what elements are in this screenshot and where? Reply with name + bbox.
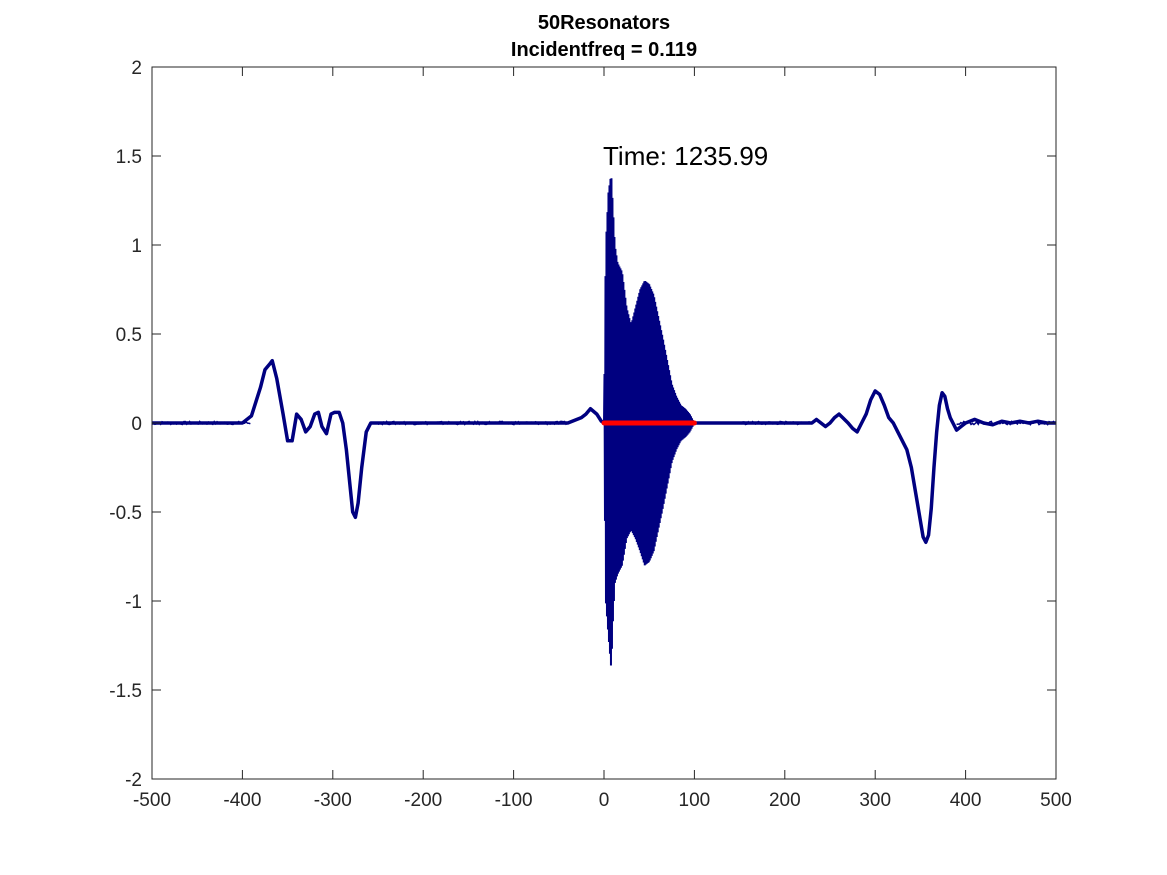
x-tick-label: -500 <box>133 790 171 811</box>
time-annotation: Time: 1235.99 <box>603 141 768 171</box>
y-tick-labels: 2 1.5 1 0.5 0 -0.5 -1 -1.5 -2 <box>109 58 142 791</box>
baseline-noise <box>152 420 251 426</box>
x-tick-label: -100 <box>495 790 533 811</box>
y-tick-label: -0.5 <box>109 503 142 524</box>
x-tick-label: 200 <box>769 790 801 811</box>
y-tick-label: -1.5 <box>109 681 142 702</box>
y-tick-label: 2 <box>131 58 142 79</box>
series-layer <box>152 178 1056 666</box>
baseline-noise <box>739 420 813 426</box>
series-group <box>152 178 1056 666</box>
y-tick-label: 0 <box>131 414 142 435</box>
x-tick-label: -400 <box>223 790 261 811</box>
x-tick-label: -200 <box>404 790 442 811</box>
y-tick-label: 1.5 <box>116 147 142 168</box>
x-tick-label: 300 <box>859 790 891 811</box>
y-tick-label: -2 <box>125 770 142 791</box>
x-tick-label: 100 <box>679 790 711 811</box>
y-tick-label: 1 <box>131 236 142 257</box>
y-tick-label: 0.5 <box>116 325 142 346</box>
baseline-noise <box>956 420 1056 426</box>
axes-layer <box>151 66 1057 780</box>
x-tick-label: -300 <box>314 790 352 811</box>
chart-title: 50Resonators <box>538 12 670 34</box>
baseline-noise <box>377 420 568 426</box>
x-tick-label: 500 <box>1040 790 1072 811</box>
chart-subtitle: Incidentfreq = 0.119 <box>511 39 697 61</box>
x-tick-label: 0 <box>599 790 610 811</box>
series-wave <box>152 358 1056 545</box>
x-tick-label: 400 <box>950 790 982 811</box>
x-tick-labels: -500 -400 -300 -200 -100 0 100 200 300 400 500 <box>133 790 1072 811</box>
y-tick-label: -1 <box>125 592 142 613</box>
